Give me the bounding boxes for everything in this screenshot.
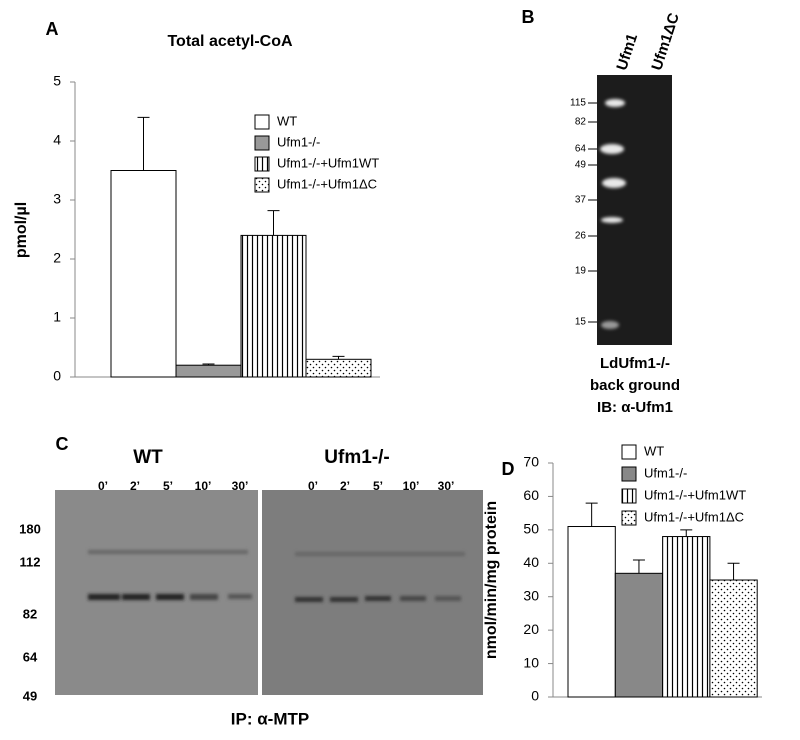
y-tick-label: 4 [53, 132, 61, 148]
gel-caption: back ground [590, 377, 680, 394]
y-tick-label: 2 [53, 250, 61, 266]
error-bar [585, 502, 598, 527]
chart-title: Total acetyl-CoA [167, 33, 293, 50]
legend-swatch [254, 156, 270, 172]
y-tick-label: 5 [53, 73, 61, 89]
time-label: 2’ [340, 479, 350, 493]
panel-label: C [56, 434, 69, 454]
marker-label: 49 [575, 160, 587, 171]
panel-label: D [502, 459, 515, 479]
error-bar [202, 363, 215, 366]
group-label: WT [133, 447, 163, 468]
time-label: 0’ [98, 479, 108, 493]
y-tick-label: 30 [523, 587, 539, 603]
y-tick-label: 1 [53, 309, 61, 325]
panel-label: A [46, 19, 59, 39]
lane-label: Ufm1 [613, 32, 641, 73]
time-label: 10’ [195, 479, 212, 493]
gel-b-image [597, 75, 672, 345]
gel-caption: IB: α-Ufm1 [597, 399, 673, 416]
marker-label: 19 [575, 266, 587, 277]
y-tick-label: 10 [523, 654, 539, 670]
time-label: 0’ [308, 479, 318, 493]
legend-label: Ufm1-/- [644, 465, 687, 480]
legend-label: WT [277, 113, 297, 128]
marker-label: 82 [23, 606, 37, 621]
error-bar [332, 355, 345, 360]
time-label: 10’ [403, 479, 420, 493]
legend-swatch [254, 135, 270, 151]
legend-label: Ufm1-/-+Ufm1ΔC [644, 509, 744, 524]
marker-label: 64 [23, 649, 38, 664]
marker-label: 26 [575, 231, 587, 242]
gel-caption: IP: α-MTP [231, 709, 309, 728]
y-tick-label: 3 [53, 191, 61, 207]
bar [709, 579, 758, 698]
time-label: 5’ [373, 479, 383, 493]
legend-label: WT [644, 443, 664, 458]
time-label: 30’ [438, 479, 455, 493]
y-axis-label: pmol/µl [13, 202, 30, 258]
error-bar [267, 210, 280, 236]
bar [614, 572, 664, 698]
y-tick-label: 70 [523, 454, 539, 470]
gel-c-image [55, 490, 483, 695]
bar [567, 526, 616, 698]
y-tick-label: 0 [53, 368, 61, 384]
y-tick-label: 60 [523, 487, 539, 503]
legend-swatch [254, 177, 270, 193]
time-label: 5’ [163, 479, 173, 493]
marker-label: 37 [575, 195, 587, 206]
y-tick-label: 40 [523, 554, 539, 570]
group-label: Ufm1-/- [324, 447, 389, 468]
error-bar [137, 116, 150, 171]
marker-label: 115 [570, 98, 586, 109]
legend-label: Ufm1-/-+Ufm1ΔC [277, 176, 377, 191]
legend-swatch [621, 488, 637, 504]
error-bar [632, 559, 645, 574]
time-label: 30’ [232, 479, 249, 493]
y-tick-label: 50 [523, 521, 539, 537]
marker-label: 15 [575, 317, 587, 328]
legend-swatch [621, 466, 637, 482]
marker-label: 49 [23, 688, 37, 703]
bar [305, 358, 372, 378]
marker-label: 112 [20, 554, 41, 569]
legend-swatch [254, 114, 270, 130]
error-bar [727, 562, 740, 580]
gel-caption: LdUfm1-/- [600, 355, 670, 372]
y-tick-label: 20 [523, 621, 539, 637]
error-bar [680, 529, 693, 537]
bar [175, 364, 242, 378]
legend-swatch [621, 444, 637, 460]
time-label: 2’ [130, 479, 140, 493]
y-axis-label: nmol/min/mg protein [483, 501, 500, 659]
legend-label: Ufm1-/-+Ufm1WT [277, 155, 379, 170]
marker-label: 180 [19, 521, 41, 536]
legend-label: Ufm1-/- [277, 134, 320, 149]
bar [662, 536, 711, 698]
panel-label: B [522, 7, 535, 27]
legend-swatch [621, 510, 637, 526]
legend-label: Ufm1-/-+Ufm1WT [644, 487, 746, 502]
lane-label: Ufm1ΔC [648, 11, 682, 73]
marker-label: 82 [575, 117, 587, 128]
y-tick-label: 0 [531, 688, 539, 704]
marker-label: 64 [575, 144, 587, 155]
bar [240, 234, 307, 378]
bar [110, 170, 177, 378]
